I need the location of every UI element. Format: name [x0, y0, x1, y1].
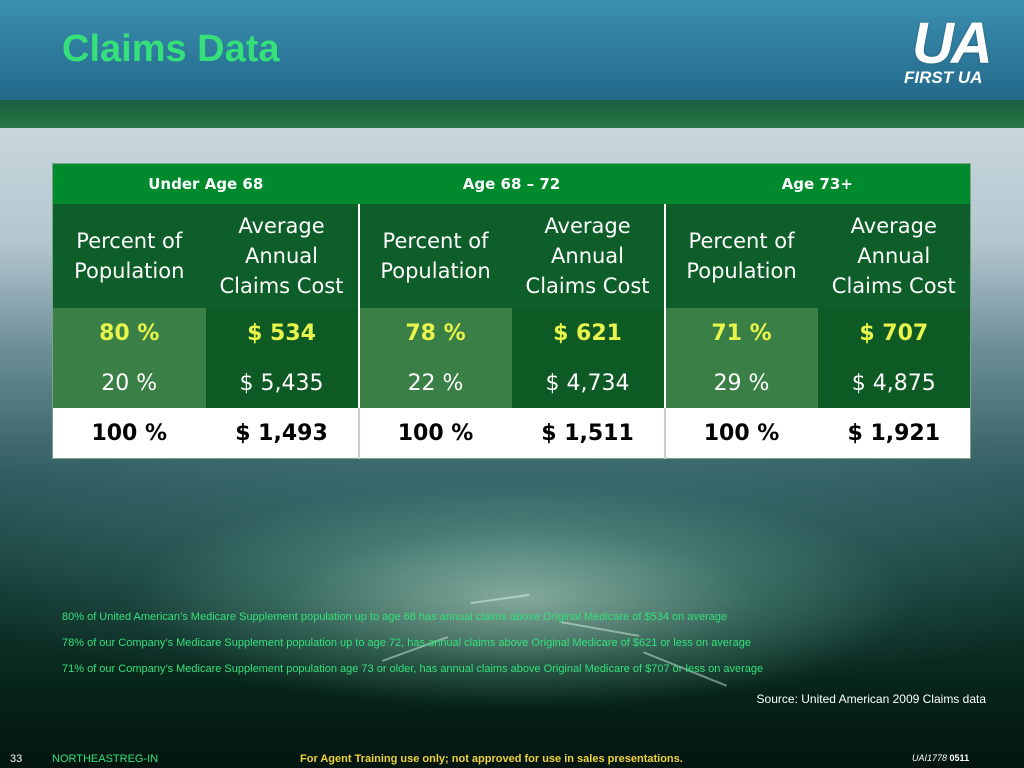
- header-bar: [0, 0, 1024, 100]
- subheader-cost-line: Annual: [245, 244, 318, 268]
- subheader-percent-line: Population: [74, 259, 185, 283]
- table-cell: $ 4,734: [511, 358, 665, 408]
- page-number: 33: [10, 753, 23, 765]
- table-row: 80 % $ 534 78 % $ 621 71 % $ 707: [52, 308, 971, 358]
- subheader-percent: Percent of Population: [52, 204, 206, 308]
- subheader-cost-line: Average: [544, 214, 631, 238]
- subheader-percent: Percent of Population: [663, 204, 818, 308]
- table-cell: $ 1,511: [511, 408, 665, 459]
- source-citation: Source: United American 2009 Claims data: [756, 692, 986, 706]
- table-row: 20 % $ 5,435 22 % $ 4,734 29 % $ 4,875: [52, 358, 971, 408]
- logo-first-ua-text: FIRST UA: [904, 68, 983, 87]
- subheader-percent-line: Population: [686, 259, 797, 283]
- usage-notice: For Agent Training use only; not approve…: [300, 753, 683, 765]
- logo-ua-text: UA: [912, 11, 993, 76]
- subheader-cost-line: Annual: [857, 244, 931, 268]
- header-stripe: [0, 100, 1024, 128]
- ua-logo: UA FIRST UA: [900, 11, 1010, 94]
- table-cell: 22 %: [357, 358, 512, 408]
- group-header-73-plus: Age 73+: [664, 163, 971, 204]
- table-cell: $ 707: [817, 308, 971, 358]
- subheader-cost: Average Annual Claims Cost: [817, 204, 971, 308]
- subheader-cost: Average Annual Claims Cost: [205, 204, 359, 308]
- subheader-cost-line: Average: [850, 214, 937, 238]
- light-streak: [470, 593, 530, 605]
- footnote: 78% of our Company’s Medicare Supplement…: [62, 637, 751, 649]
- group-header-row: Under Age 68 Age 68 – 72 Age 73+: [52, 163, 971, 204]
- table-cell: 29 %: [663, 358, 818, 408]
- claims-table: Under Age 68 Age 68 – 72 Age 73+ Percent…: [52, 163, 972, 459]
- document-code-date: 0511: [949, 753, 970, 763]
- table-cell: 78 %: [357, 308, 512, 358]
- table-cell: $ 1,493: [205, 408, 359, 459]
- subheader-cost-line: Claims Cost: [219, 274, 344, 298]
- table-cell: 80 %: [52, 308, 206, 358]
- table-cell: 71 %: [663, 308, 818, 358]
- region-label: NORTHEASTREG-IN: [52, 753, 159, 765]
- subheader-cost: Average Annual Claims Cost: [511, 204, 665, 308]
- document-code-id: UAI1778: [912, 753, 948, 763]
- table-cell: $ 4,875: [817, 358, 971, 408]
- subheader-cost-line: Claims Cost: [525, 274, 650, 298]
- subheader-row: Percent of Population Average Annual Cla…: [52, 204, 971, 308]
- table-cell: 100 %: [52, 408, 206, 459]
- subheader-percent-line: Percent of: [688, 229, 795, 253]
- table-cell: 100 %: [663, 408, 818, 459]
- table-total-row: 100 % $ 1,493 100 % $ 1,511 100 % $ 1,92…: [52, 408, 971, 459]
- table-cell: $ 1,921: [817, 408, 971, 459]
- footnote: 71% of our Company’s Medicare Supplement…: [62, 663, 764, 675]
- table-cell: 100 %: [357, 408, 512, 459]
- page-title: Claims Data: [62, 28, 280, 70]
- subheader-percent: Percent of Population: [357, 204, 512, 308]
- group-header-68-72: Age 68 – 72: [358, 163, 665, 204]
- subheader-cost-line: Annual: [551, 244, 625, 268]
- footer-bar: 33 NORTHEASTREG-IN For Agent Training us…: [0, 750, 1024, 768]
- table-cell: 20 %: [52, 358, 206, 408]
- subheader-cost-line: Average: [238, 214, 325, 238]
- subheader-percent-line: Percent of: [382, 229, 489, 253]
- subheader-percent-line: Percent of: [76, 229, 183, 253]
- table-cell: $ 5,435: [205, 358, 359, 408]
- document-code: UAI1778 0511: [912, 753, 969, 763]
- subheader-cost-line: Claims Cost: [831, 274, 956, 298]
- footnotes: 80% of United American’s Medicare Supple…: [62, 604, 962, 682]
- table-cell: $ 534: [205, 308, 359, 358]
- footnote: 80% of United American’s Medicare Supple…: [62, 611, 728, 623]
- subheader-percent-line: Population: [380, 259, 491, 283]
- group-header-under-68: Under Age 68: [52, 163, 359, 204]
- table-cell: $ 621: [511, 308, 665, 358]
